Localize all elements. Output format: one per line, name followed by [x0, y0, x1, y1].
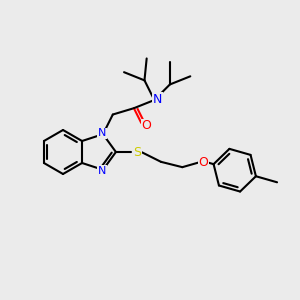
Text: O: O: [198, 156, 208, 169]
Text: S: S: [133, 146, 141, 158]
Text: N: N: [98, 166, 106, 176]
Text: N: N: [153, 92, 162, 106]
Text: O: O: [141, 119, 151, 133]
Text: N: N: [98, 128, 106, 138]
